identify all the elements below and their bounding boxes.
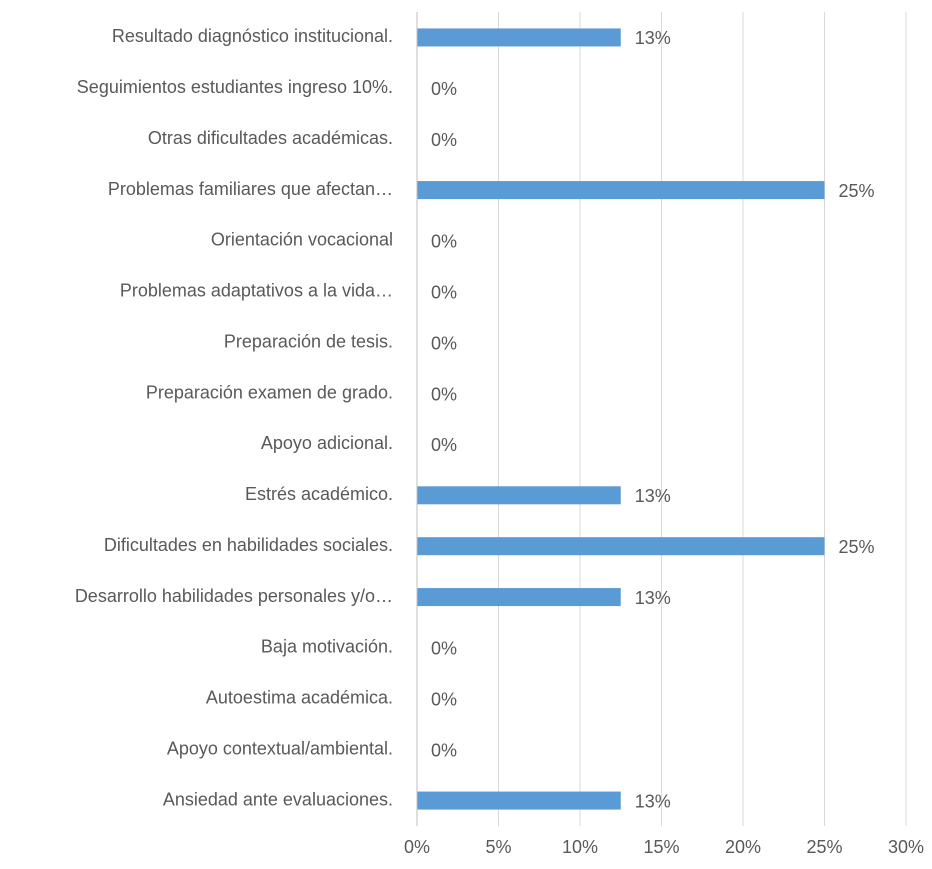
data-label: 0%	[431, 333, 457, 353]
data-label: 0%	[431, 79, 457, 99]
data-label: 0%	[431, 384, 457, 404]
y-tick-label: Resultado diagnóstico institucional.	[112, 26, 393, 46]
data-label: 13%	[635, 791, 671, 811]
y-tick-label: Otras dificultades académicas.	[148, 128, 393, 148]
y-tick-label: Preparación de tesis.	[224, 331, 393, 351]
x-tick-label: 25%	[806, 837, 842, 857]
y-tick-label: Desarrollo habilidades personales y/o…	[75, 586, 393, 606]
x-tick-label: 0%	[404, 837, 430, 857]
bar	[417, 588, 621, 607]
y-tick-label: Estrés académico.	[245, 484, 393, 504]
y-tick-label: Apoyo contextual/ambiental.	[167, 738, 393, 758]
x-tick-label: 20%	[725, 837, 761, 857]
y-tick-label: Preparación examen de grado.	[146, 382, 393, 402]
x-tick-label: 10%	[562, 837, 598, 857]
data-label: 0%	[431, 740, 457, 760]
data-label: 0%	[431, 232, 457, 252]
data-label: 0%	[431, 639, 457, 659]
y-tick-label: Autoestima académica.	[206, 688, 393, 708]
data-label: 0%	[431, 130, 457, 150]
y-tick-label: Baja motivación.	[261, 637, 393, 657]
y-tick-label: Problemas adaptativos a la vida…	[120, 281, 393, 301]
bar	[417, 486, 621, 505]
y-tick-label: Ansiedad ante evaluaciones.	[163, 789, 393, 809]
bar	[417, 181, 825, 200]
x-tick-label: 5%	[485, 837, 511, 857]
x-tick-label: 30%	[888, 837, 924, 857]
y-tick-label: Problemas familiares que afectan…	[108, 179, 393, 199]
bar	[417, 28, 621, 47]
bar	[417, 791, 621, 810]
x-tick-label: 15%	[643, 837, 679, 857]
y-tick-label: Seguimientos estudiantes ingreso 10%.	[77, 77, 393, 97]
data-label: 25%	[839, 181, 875, 201]
data-label: 0%	[431, 435, 457, 455]
data-label: 13%	[635, 28, 671, 48]
y-tick-label: Orientación vocacional	[211, 230, 393, 250]
y-tick-label: Apoyo adicional.	[261, 433, 393, 453]
data-label: 13%	[635, 486, 671, 506]
data-label: 0%	[431, 690, 457, 710]
bar	[417, 537, 825, 556]
data-label: 0%	[431, 283, 457, 303]
y-tick-label: Dificultades en habilidades sociales.	[104, 535, 393, 555]
data-label: 13%	[635, 588, 671, 608]
data-label: 25%	[839, 537, 875, 557]
